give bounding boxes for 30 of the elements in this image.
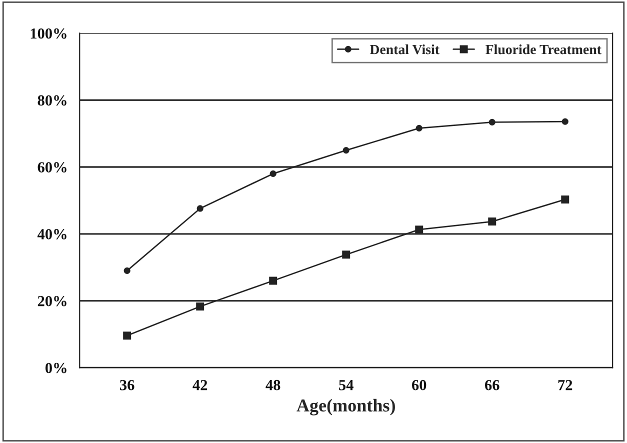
point	[561, 195, 570, 204]
x-tick-label: 42	[192, 380, 208, 390]
point	[270, 170, 276, 177]
legend-label: Fluoride Treatment	[486, 44, 602, 54]
point	[342, 250, 350, 259]
point	[415, 226, 424, 234]
y-tick-label: 40%	[37, 229, 66, 240]
point	[196, 205, 204, 212]
x-tick-label: 48	[266, 380, 280, 390]
x-tick-label: 60	[412, 380, 426, 390]
point	[196, 302, 204, 310]
point	[416, 124, 422, 132]
x-tick-label: 54	[339, 380, 354, 390]
point	[124, 267, 130, 274]
point	[269, 276, 278, 285]
y-tick-label: 80%	[38, 95, 66, 106]
point	[562, 118, 568, 125]
point	[488, 118, 496, 126]
y-tick-label: 60%	[38, 162, 66, 173]
point	[342, 146, 350, 154]
legend-label: Dental Visit	[370, 44, 440, 54]
x-tick-label: 72	[558, 380, 572, 390]
y-tick-label: 0%	[45, 362, 66, 374]
y-tick-label: 100%	[30, 28, 66, 39]
x-tick-label: 66	[485, 380, 500, 390]
x-tick-label: 36	[120, 380, 134, 390]
point	[123, 332, 132, 340]
y-tick-label: 20%	[38, 296, 66, 306]
point	[488, 218, 496, 226]
x-axis-title: Age(months)	[296, 398, 395, 416]
